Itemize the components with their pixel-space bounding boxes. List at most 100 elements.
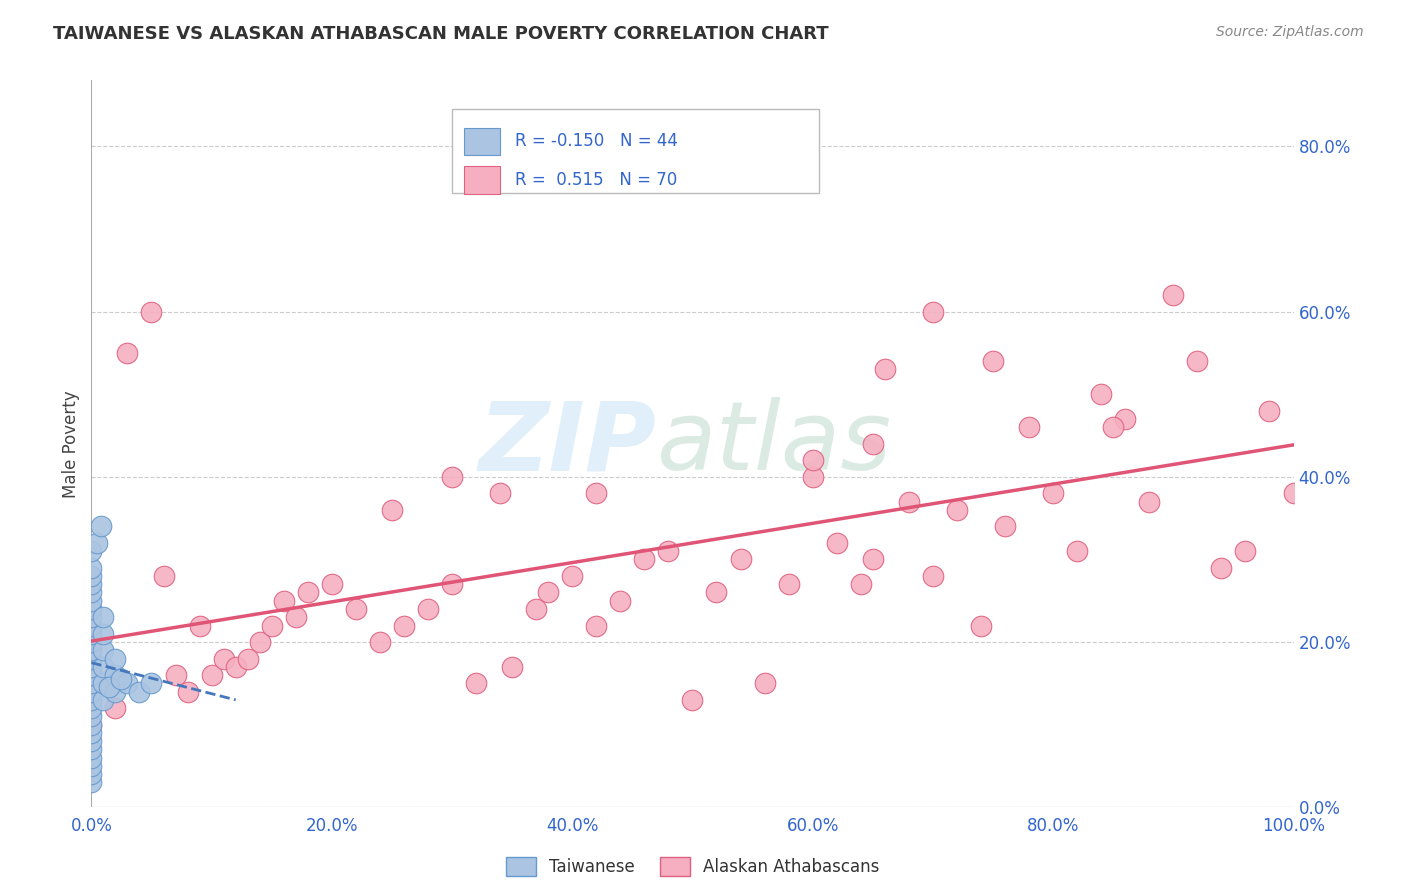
Point bbox=[80, 726, 103, 740]
Point bbox=[80, 610, 103, 624]
Point bbox=[381, 503, 404, 517]
Point bbox=[80, 693, 103, 707]
Point bbox=[165, 668, 187, 682]
Point bbox=[873, 362, 896, 376]
Point bbox=[1234, 544, 1257, 558]
Point bbox=[321, 577, 343, 591]
Point bbox=[897, 494, 920, 508]
Point bbox=[681, 693, 703, 707]
Point bbox=[392, 618, 415, 632]
Point bbox=[273, 593, 295, 607]
Point bbox=[93, 676, 115, 690]
Point bbox=[110, 672, 132, 686]
Point bbox=[212, 651, 235, 665]
Point bbox=[80, 635, 103, 649]
Point bbox=[1102, 420, 1125, 434]
Point bbox=[1282, 486, 1305, 500]
Point bbox=[801, 453, 824, 467]
Point bbox=[1161, 288, 1184, 302]
Point bbox=[440, 577, 463, 591]
Point bbox=[98, 681, 121, 695]
Point bbox=[249, 635, 271, 649]
Point bbox=[416, 602, 439, 616]
Point bbox=[657, 544, 679, 558]
Point bbox=[225, 660, 247, 674]
Point bbox=[80, 767, 103, 781]
Point bbox=[922, 304, 945, 318]
Point bbox=[1090, 387, 1112, 401]
Point bbox=[994, 519, 1017, 533]
Point bbox=[93, 627, 115, 641]
Point bbox=[104, 651, 127, 665]
Point bbox=[93, 643, 115, 657]
Point bbox=[80, 585, 103, 599]
Point bbox=[93, 660, 115, 674]
Point bbox=[201, 668, 224, 682]
Point bbox=[922, 569, 945, 583]
Point bbox=[440, 470, 463, 484]
Point bbox=[1066, 544, 1088, 558]
Point bbox=[981, 354, 1004, 368]
Point bbox=[80, 759, 103, 773]
Text: Source: ZipAtlas.com: Source: ZipAtlas.com bbox=[1216, 25, 1364, 39]
Point bbox=[489, 486, 512, 500]
Y-axis label: Male Poverty: Male Poverty bbox=[62, 390, 80, 498]
Point bbox=[80, 593, 103, 607]
FancyBboxPatch shape bbox=[451, 110, 818, 193]
Point bbox=[80, 684, 103, 698]
Point bbox=[862, 552, 884, 566]
Point bbox=[1258, 403, 1281, 417]
Point bbox=[368, 635, 391, 649]
Point bbox=[946, 503, 969, 517]
Point bbox=[730, 552, 752, 566]
Point bbox=[80, 676, 103, 690]
Point bbox=[561, 569, 583, 583]
Point bbox=[1114, 412, 1136, 426]
Point bbox=[849, 577, 872, 591]
Point bbox=[86, 536, 108, 550]
Point bbox=[80, 560, 103, 574]
Point bbox=[80, 701, 103, 715]
Point bbox=[90, 519, 112, 533]
Point bbox=[93, 610, 115, 624]
Point bbox=[970, 618, 993, 632]
Point bbox=[80, 742, 103, 756]
Point bbox=[80, 577, 103, 591]
Text: TAIWANESE VS ALASKAN ATHABASCAN MALE POVERTY CORRELATION CHART: TAIWANESE VS ALASKAN ATHABASCAN MALE POV… bbox=[53, 25, 830, 43]
Point bbox=[80, 709, 103, 723]
Point bbox=[80, 717, 103, 731]
Point bbox=[80, 775, 103, 789]
Point bbox=[609, 593, 631, 607]
Point bbox=[585, 486, 607, 500]
Point bbox=[176, 684, 198, 698]
Point bbox=[1042, 486, 1064, 500]
Point bbox=[825, 536, 848, 550]
Point bbox=[524, 602, 547, 616]
Point bbox=[80, 651, 103, 665]
Point bbox=[80, 717, 103, 731]
Point bbox=[117, 346, 139, 360]
Point bbox=[585, 618, 607, 632]
Point bbox=[633, 552, 655, 566]
Point bbox=[80, 668, 103, 682]
Text: R =  0.515   N = 70: R = 0.515 N = 70 bbox=[515, 171, 676, 189]
Point bbox=[778, 577, 800, 591]
Point bbox=[104, 701, 127, 715]
Point bbox=[80, 750, 103, 764]
Point bbox=[141, 676, 163, 690]
Legend: Taiwanese, Alaskan Athabascans: Taiwanese, Alaskan Athabascans bbox=[499, 850, 886, 882]
Point bbox=[344, 602, 367, 616]
Text: R = -0.150   N = 44: R = -0.150 N = 44 bbox=[515, 132, 678, 151]
Point bbox=[537, 585, 560, 599]
Point bbox=[862, 436, 884, 450]
Text: ZIP: ZIP bbox=[478, 397, 657, 491]
Point bbox=[80, 660, 103, 674]
Point bbox=[501, 660, 523, 674]
Point bbox=[801, 470, 824, 484]
Point bbox=[80, 734, 103, 748]
Point bbox=[80, 544, 103, 558]
Point bbox=[188, 618, 211, 632]
Point bbox=[141, 304, 163, 318]
Point bbox=[152, 569, 174, 583]
Point bbox=[1018, 420, 1040, 434]
